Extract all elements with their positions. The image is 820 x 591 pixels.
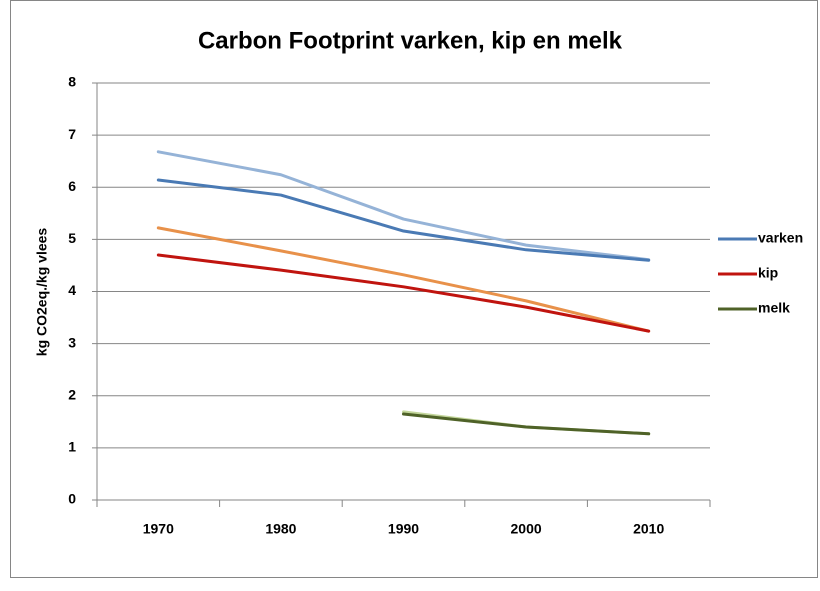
x-tick-label: 1970 — [143, 521, 174, 537]
legend-label: kip — [758, 265, 778, 281]
x-tick-label: 1980 — [265, 521, 296, 537]
y-axis-label: kg CO2eq./kg vlees — [34, 228, 50, 357]
series-line — [156, 150, 651, 262]
series-line — [402, 412, 651, 436]
y-tick-label: 6 — [68, 178, 76, 194]
y-tick-label: 4 — [68, 282, 76, 298]
y-tick-label: 2 — [68, 386, 76, 402]
series-line — [156, 226, 651, 333]
y-tick-label: 8 — [68, 74, 76, 90]
chart-title: Carbon Footprint varken, kip en melk — [198, 27, 623, 54]
legend-label: varken — [758, 230, 803, 246]
series-line — [156, 253, 651, 333]
y-tick-label: 5 — [68, 230, 76, 246]
y-tick-label: 0 — [68, 491, 76, 507]
x-tick-label: 2000 — [511, 521, 542, 537]
x-tick-label: 2010 — [633, 521, 664, 537]
series-line — [156, 178, 651, 262]
x-tick-label: 1990 — [388, 521, 419, 537]
y-tick-label: 7 — [68, 126, 76, 142]
y-tick-label: 1 — [68, 439, 76, 455]
legend-label: melk — [758, 300, 790, 316]
y-tick-label: 3 — [68, 334, 76, 350]
